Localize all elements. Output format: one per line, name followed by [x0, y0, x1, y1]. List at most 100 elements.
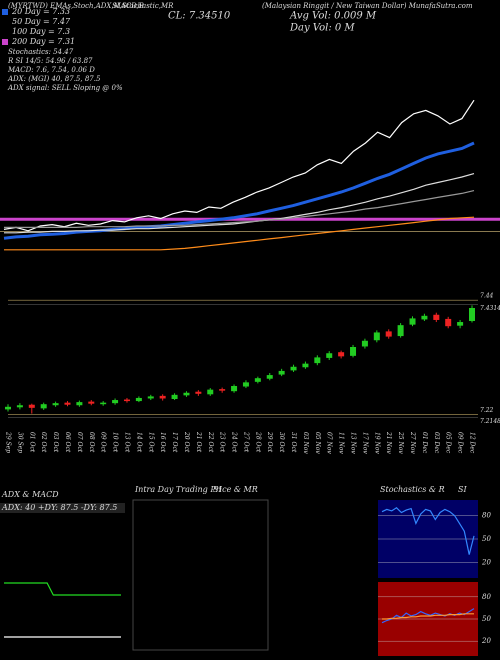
candle-body: [219, 389, 226, 391]
x-tick-label: 07 Nov: [326, 432, 333, 454]
panel-title-2: SI: [213, 485, 222, 494]
series-line: [381, 608, 475, 624]
y-tick-label: 20: [481, 637, 491, 645]
x-tick-label: 13 Oct: [123, 432, 130, 453]
x-tick-label: 07 Oct: [76, 432, 83, 453]
candle-body: [254, 378, 261, 382]
candle-body: [123, 399, 130, 402]
x-tick-label: 29 Oct: [266, 431, 273, 453]
panel-title-2: SI: [458, 485, 467, 494]
candle-body: [338, 352, 345, 357]
x-tick-label: 05 Nov: [314, 432, 321, 454]
x-tick-label: 21 Oct: [195, 431, 202, 453]
candle-body: [361, 340, 368, 347]
legend-swatch: [2, 39, 8, 45]
y-tick-label: 80: [482, 512, 491, 520]
x-tick-label: 03 Oct: [52, 432, 59, 453]
candle-body: [5, 406, 11, 410]
x-tick-label: 30 Oct: [278, 432, 285, 453]
x-tick-label: 03 Dec: [433, 432, 440, 454]
candle-body: [100, 402, 107, 405]
x-tick-label: 21 Nov: [385, 431, 392, 454]
candle-body: [16, 405, 23, 408]
series-line: [3, 99, 475, 232]
x-tick-label: 01 Dec: [421, 432, 428, 454]
x-tick-label: 31 Oct: [290, 432, 297, 453]
candle-body: [445, 318, 452, 327]
x-tick-label: 27 Oct: [242, 431, 249, 453]
candle-body: [88, 401, 95, 404]
x-tick-label: 09 Oct: [100, 432, 107, 453]
x-tick-label: 23 Oct: [219, 431, 226, 453]
legend-label: 20 Day = 7.33: [11, 7, 70, 16]
avg-vol: Avg Vol: 0.009 M: [289, 11, 377, 22]
series-line: [4, 173, 475, 234]
x-tick-label: 15 Oct: [147, 432, 154, 453]
y-tick-label: 80: [482, 593, 491, 601]
panel-title: Stochastics & R: [380, 485, 445, 494]
candle-body: [385, 331, 392, 337]
legend-label: 200 Day = 7.31: [11, 37, 75, 46]
series-line: [4, 216, 475, 251]
series-line: [4, 582, 121, 596]
x-tick-label: 30 Sep: [16, 432, 23, 453]
candle-body: [421, 315, 428, 320]
x-tick-label: 27 Nov: [409, 431, 416, 454]
candle-body: [397, 325, 404, 337]
x-tick-label: 22 Oct: [207, 431, 214, 453]
x-tick-label: 14 Oct: [135, 432, 142, 453]
header-name: (Malaysian Ringgit / New Taiwan Dollar) …: [262, 2, 473, 10]
candle-body: [409, 318, 416, 325]
candle-body: [64, 402, 71, 405]
x-tick-label: 11 Nov: [338, 432, 345, 454]
x-tick-label: 16 Oct: [159, 432, 166, 453]
legend-label: 50 Day = 7.47: [12, 17, 71, 26]
header-close: CL: 7.34510: [168, 11, 231, 22]
label-bg: [0, 503, 125, 513]
y-tick-label: 20: [481, 558, 491, 566]
x-tick-label: 03 Nov: [302, 432, 309, 454]
legend-swatch: [2, 9, 8, 15]
candle-body: [302, 363, 309, 368]
candle-body: [314, 357, 321, 364]
panel-title: Intra Day Trading Price & MR: [134, 485, 258, 494]
candle-body: [112, 400, 119, 404]
x-tick-label: 24 Oct: [231, 431, 238, 453]
candle-body: [76, 402, 83, 406]
legend-label: 100 Day = 7.3: [12, 27, 70, 36]
series-line: [4, 190, 475, 228]
x-tick-label: 02 Oct: [40, 432, 47, 453]
x-tick-label: 17 Nov: [361, 432, 368, 454]
indicator-text: ADX signal: SELL Sloping @ 0%: [7, 84, 123, 92]
candle-body: [290, 366, 297, 371]
candle-body: [278, 370, 285, 375]
series-line: [3, 141, 475, 240]
x-tick-label: 01 Oct: [28, 432, 35, 453]
candle-body: [326, 353, 333, 358]
y-tick-label: 7.22: [480, 407, 494, 414]
candle-body: [135, 397, 142, 402]
candle-body: [242, 382, 249, 387]
x-tick-label: 08 Oct: [88, 432, 95, 453]
candle-body: [159, 395, 166, 399]
candle-body: [52, 403, 59, 406]
candle-body: [207, 389, 214, 395]
indicator-text: MACD: 7.6, 7.54, 0.06 D: [7, 66, 95, 74]
x-tick-label: 06 Oct: [64, 432, 71, 453]
candle-body: [457, 322, 464, 326]
legend-swatch: [2, 29, 8, 35]
intraday-box: [132, 499, 269, 651]
candle-body: [195, 391, 202, 394]
x-tick-label: 12 Dec: [469, 432, 476, 454]
x-tick-label: 17 Oct: [171, 432, 178, 453]
candle-body: [40, 404, 47, 409]
x-tick-label: 10 Oct: [112, 432, 119, 453]
series-line: [381, 507, 475, 555]
x-tick-label: 25 Nov: [397, 431, 404, 454]
panel-label: ADX: 40 +DY: 87.5 -DY: 87.5: [1, 503, 117, 512]
x-tick-label: 19 Nov: [373, 432, 380, 454]
candle-body: [28, 404, 35, 408]
legend-swatch: [2, 19, 8, 25]
x-tick-label: 20 Oct: [183, 431, 190, 453]
candle-body: [433, 314, 440, 320]
